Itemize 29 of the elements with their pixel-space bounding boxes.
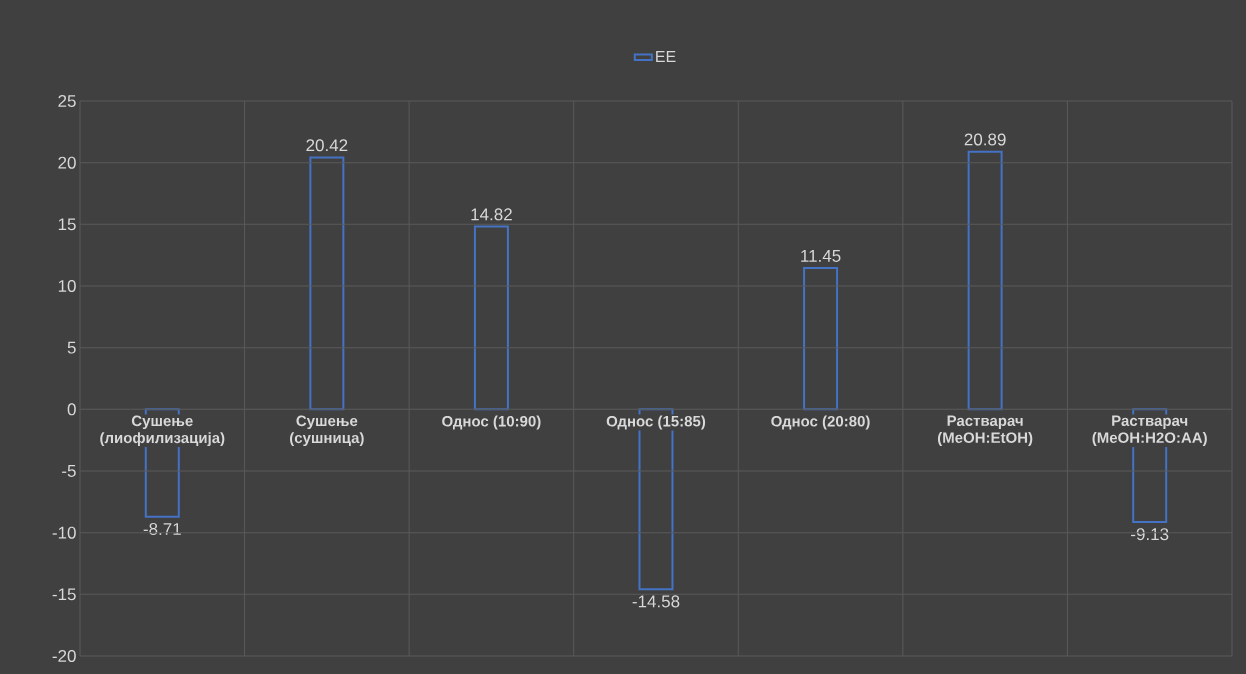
y-tick-label: 20 bbox=[58, 156, 76, 169]
data-label: -14.58 bbox=[632, 595, 680, 608]
y-tick-label: -10 bbox=[52, 526, 76, 539]
y-tick-label: 0 bbox=[67, 403, 76, 416]
data-label: 14.82 bbox=[471, 208, 512, 221]
y-tick-label: -5 bbox=[62, 465, 76, 477]
data-label: 11.45 bbox=[801, 250, 841, 262]
y-tick-label: 15 bbox=[58, 218, 76, 231]
legend-label: EE bbox=[656, 50, 676, 62]
x-tick-label: Сушење (лиофилизација) bbox=[100, 415, 225, 447]
bar bbox=[967, 150, 1003, 411]
data-label: -8.71 bbox=[143, 522, 181, 535]
x-tick-label: Сушење (сушница) bbox=[290, 415, 364, 447]
x-tick-label: Растварач (MeOH:EtOH) bbox=[937, 415, 1033, 446]
data-label: -9.13 bbox=[1131, 528, 1169, 541]
y-tick-label: 25 bbox=[58, 94, 76, 108]
x-tick-label: Однос (20:80) bbox=[771, 415, 870, 430]
bar bbox=[309, 156, 345, 411]
data-label: 20.89 bbox=[964, 133, 1006, 146]
x-tick-label: Растварач (MeOH:H2O:AA) bbox=[1092, 415, 1207, 446]
bar bbox=[473, 225, 509, 411]
y-tick-label: 5 bbox=[67, 341, 76, 354]
bar bbox=[803, 267, 839, 411]
y-tick-label: -15 bbox=[52, 588, 76, 601]
x-tick-label: Однос (15:85) bbox=[606, 415, 706, 430]
y-tick-label: -20 bbox=[52, 649, 76, 663]
data-label: 20.42 bbox=[306, 139, 348, 152]
y-tick-label: 10 bbox=[58, 279, 76, 293]
x-tick-label: Однос (10:90) bbox=[442, 415, 541, 430]
